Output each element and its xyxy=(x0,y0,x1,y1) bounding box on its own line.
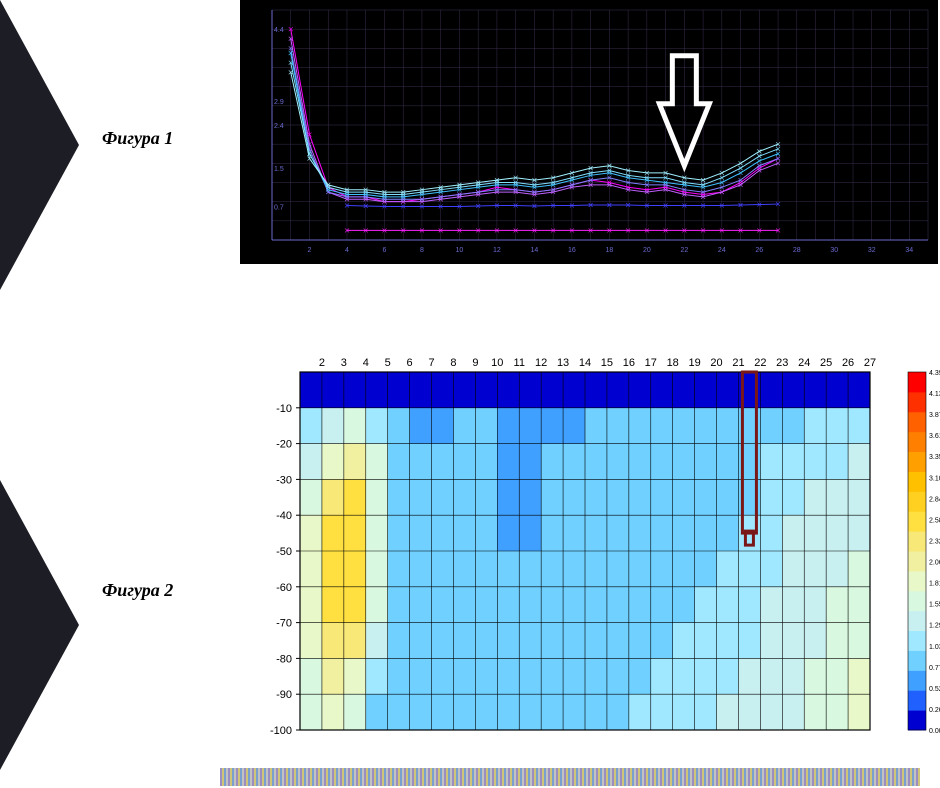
svg-text:10: 10 xyxy=(491,357,503,369)
svg-text:23: 23 xyxy=(776,357,788,369)
svg-text:2.4: 2.4 xyxy=(274,123,284,130)
svg-text:24: 24 xyxy=(718,247,726,254)
svg-text:-30: -30 xyxy=(276,474,292,486)
svg-text:14: 14 xyxy=(579,357,591,369)
svg-text:1.29: 1.29 xyxy=(929,623,940,630)
svg-text:2.58: 2.58 xyxy=(929,517,940,524)
svg-text:9: 9 xyxy=(472,357,478,369)
svg-text:26: 26 xyxy=(755,247,763,254)
svg-text:0.77: 0.77 xyxy=(929,665,940,672)
svg-text:2.84: 2.84 xyxy=(929,496,940,503)
svg-text:13: 13 xyxy=(557,357,569,369)
svg-text:0.7: 0.7 xyxy=(274,204,284,211)
svg-text:2: 2 xyxy=(319,357,325,369)
svg-text:1.03: 1.03 xyxy=(929,644,940,651)
svg-text:20: 20 xyxy=(643,247,651,254)
svg-text:1.55: 1.55 xyxy=(929,602,940,609)
svg-text:3.61: 3.61 xyxy=(929,433,940,440)
svg-text:0.26: 0.26 xyxy=(929,707,940,714)
svg-text:-50: -50 xyxy=(276,546,292,558)
svg-text:15: 15 xyxy=(601,357,613,369)
svg-text:4: 4 xyxy=(345,247,349,254)
svg-text:4.4: 4.4 xyxy=(274,27,284,34)
noise-strip xyxy=(220,768,920,786)
svg-text:11: 11 xyxy=(514,357,525,369)
decor-triangle-1 xyxy=(0,0,79,290)
svg-text:6: 6 xyxy=(407,357,413,369)
svg-text:-40: -40 xyxy=(276,510,292,522)
svg-text:14: 14 xyxy=(531,247,539,254)
svg-text:24: 24 xyxy=(798,357,810,369)
decor-triangle-2 xyxy=(0,480,79,770)
svg-text:34: 34 xyxy=(905,247,913,254)
svg-text:12: 12 xyxy=(535,357,547,369)
heatmap-chart: 2345678910111213141516171819202122232425… xyxy=(240,340,940,740)
svg-text:4: 4 xyxy=(363,357,369,369)
svg-text:-70: -70 xyxy=(276,618,292,630)
svg-text:12: 12 xyxy=(493,247,501,254)
svg-text:6: 6 xyxy=(383,247,387,254)
line-chart: 2468101214161820222426283032340.71.52.42… xyxy=(240,0,938,264)
svg-text:18: 18 xyxy=(667,357,679,369)
svg-text:16: 16 xyxy=(623,357,635,369)
svg-text:22: 22 xyxy=(680,247,688,254)
svg-text:19: 19 xyxy=(688,357,700,369)
svg-text:28: 28 xyxy=(793,247,801,254)
svg-text:3.87: 3.87 xyxy=(929,412,940,419)
figure2-label: Фигура 2 xyxy=(102,580,173,601)
svg-text:8: 8 xyxy=(450,357,456,369)
svg-text:1.81: 1.81 xyxy=(929,581,940,588)
svg-text:3.35: 3.35 xyxy=(929,454,940,461)
line-chart-svg: 2468101214161820222426283032340.71.52.42… xyxy=(244,4,934,260)
svg-text:2.06: 2.06 xyxy=(929,560,940,567)
svg-text:17: 17 xyxy=(645,357,657,369)
svg-text:30: 30 xyxy=(830,247,838,254)
svg-text:5: 5 xyxy=(385,357,391,369)
svg-text:-20: -20 xyxy=(276,439,292,451)
svg-text:22: 22 xyxy=(754,357,766,369)
heatmap-chart-svg: 2345678910111213141516171819202122232425… xyxy=(240,340,940,740)
svg-text:2: 2 xyxy=(308,247,312,254)
svg-text:1.5: 1.5 xyxy=(274,166,284,173)
svg-text:2.9: 2.9 xyxy=(274,99,284,106)
svg-text:20: 20 xyxy=(710,357,722,369)
svg-text:27: 27 xyxy=(864,357,876,369)
svg-text:4.13: 4.13 xyxy=(929,391,940,398)
svg-text:4.39: 4.39 xyxy=(929,370,940,377)
svg-text:8: 8 xyxy=(420,247,424,254)
svg-text:18: 18 xyxy=(605,247,613,254)
svg-text:3: 3 xyxy=(341,357,347,369)
svg-text:21: 21 xyxy=(732,357,744,369)
svg-text:7: 7 xyxy=(428,357,434,369)
svg-text:0.00: 0.00 xyxy=(929,728,940,735)
svg-text:26: 26 xyxy=(842,357,854,369)
svg-text:3.10: 3.10 xyxy=(929,475,940,482)
svg-text:0.52: 0.52 xyxy=(929,686,940,693)
figure1-label: Фигура 1 xyxy=(102,128,173,149)
svg-text:16: 16 xyxy=(568,247,576,254)
svg-text:32: 32 xyxy=(868,247,876,254)
svg-text:-100: -100 xyxy=(270,725,292,737)
svg-text:-80: -80 xyxy=(276,653,292,665)
svg-text:-90: -90 xyxy=(276,689,292,701)
svg-text:-10: -10 xyxy=(276,403,292,415)
svg-text:25: 25 xyxy=(820,357,832,369)
svg-text:-60: -60 xyxy=(276,582,292,594)
svg-text:2.32: 2.32 xyxy=(929,538,940,545)
svg-text:10: 10 xyxy=(456,247,464,254)
